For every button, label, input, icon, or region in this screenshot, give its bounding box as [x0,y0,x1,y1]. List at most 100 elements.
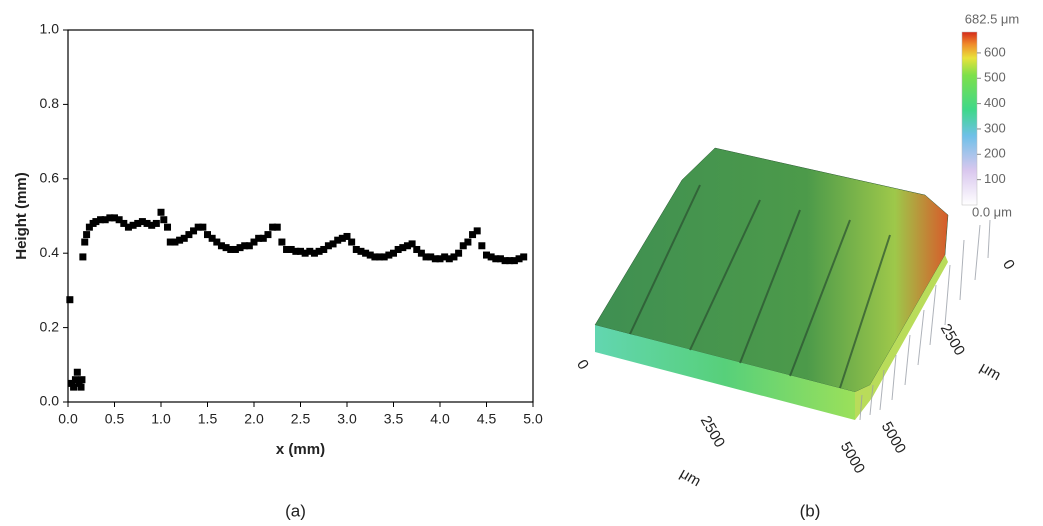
y-tick-label: 0.8 [40,95,60,111]
point [264,231,272,239]
point [245,242,253,250]
point [185,231,193,239]
point [297,247,304,255]
point [427,253,435,261]
point [255,234,263,242]
point [324,242,332,250]
point [190,227,198,235]
point [106,214,114,222]
x-tick-label: 0.0 [58,411,78,427]
axis-tick-label: 5000 [837,439,868,476]
point [166,238,174,246]
point [81,238,89,246]
axis-tick-label: 5000 [878,419,909,456]
x-tick-label: 2.5 [291,411,311,427]
point [269,223,277,231]
point [301,249,309,257]
point [199,223,207,231]
point [501,257,509,265]
point [455,249,463,257]
point [473,227,481,235]
point [306,247,314,255]
point [292,247,300,255]
point [157,208,165,216]
point [111,214,118,222]
x-tick-label: 0.5 [105,411,125,427]
point [70,383,78,391]
y-tick-label: 0.4 [40,244,60,260]
point [510,257,518,265]
point [515,255,523,263]
x-tick-label: 1.5 [198,411,218,427]
point [138,218,146,226]
point [259,234,267,242]
colorbar: 0.0 μm 100 200 300 400 500 600 682.5 μm [961,11,1019,219]
point [134,219,142,227]
x-tick-label: 4.0 [430,411,450,427]
point [431,255,439,263]
point [129,221,137,229]
point [357,247,365,255]
y-tick-label: 1.0 [40,21,60,37]
point [390,249,397,257]
point [506,257,514,265]
x-tick-label: 4.5 [477,411,497,427]
point [422,253,430,261]
point [68,379,76,387]
point [73,368,81,376]
point [394,245,402,253]
point [77,383,85,391]
axis-tick-label: 2500 [937,321,968,358]
y-axis-label: Height (mm) [13,172,30,260]
point [85,223,93,231]
point [231,245,239,253]
point [408,240,416,248]
axis-tick-label: 2500 [697,413,728,450]
colorbar-tick-label: 400 [984,95,1006,110]
axis-tick-label: 0 [999,257,1018,273]
point [380,253,388,261]
point [315,247,323,255]
x-tick-label: 2.0 [244,411,264,427]
point [194,223,202,231]
point [217,242,225,250]
colorbar-tick-label: 300 [984,120,1006,135]
point [78,376,86,384]
y-tick-label: 0.6 [40,170,60,186]
point [160,216,168,224]
axis-tick-label: μm [977,359,1004,384]
point [362,249,370,257]
point [334,236,342,244]
point [124,223,132,231]
point [520,253,528,261]
point [348,238,356,246]
y-tick-label: 0.0 [40,393,60,409]
x-axis-label: x (mm) [276,441,325,458]
x-tick-label: 5.0 [523,411,543,427]
point [92,218,100,226]
point [79,253,87,261]
point [450,253,458,261]
colorbar-tick-label: 200 [984,146,1006,161]
point [478,242,486,250]
point [310,249,318,257]
x-tick-label: 3.5 [384,411,404,427]
point [66,296,74,304]
point [469,231,477,239]
point [487,253,495,261]
point [176,236,184,244]
y-tick-label: 0.2 [40,318,60,334]
x-tick-label: 1.0 [151,411,171,427]
point [417,249,425,257]
point [403,242,411,250]
colorbar-tick-label: 500 [984,70,1006,85]
point [278,238,286,246]
point [241,242,249,250]
point [222,244,230,252]
point [180,234,188,242]
point [236,244,244,252]
point [320,245,328,253]
point [459,242,467,250]
